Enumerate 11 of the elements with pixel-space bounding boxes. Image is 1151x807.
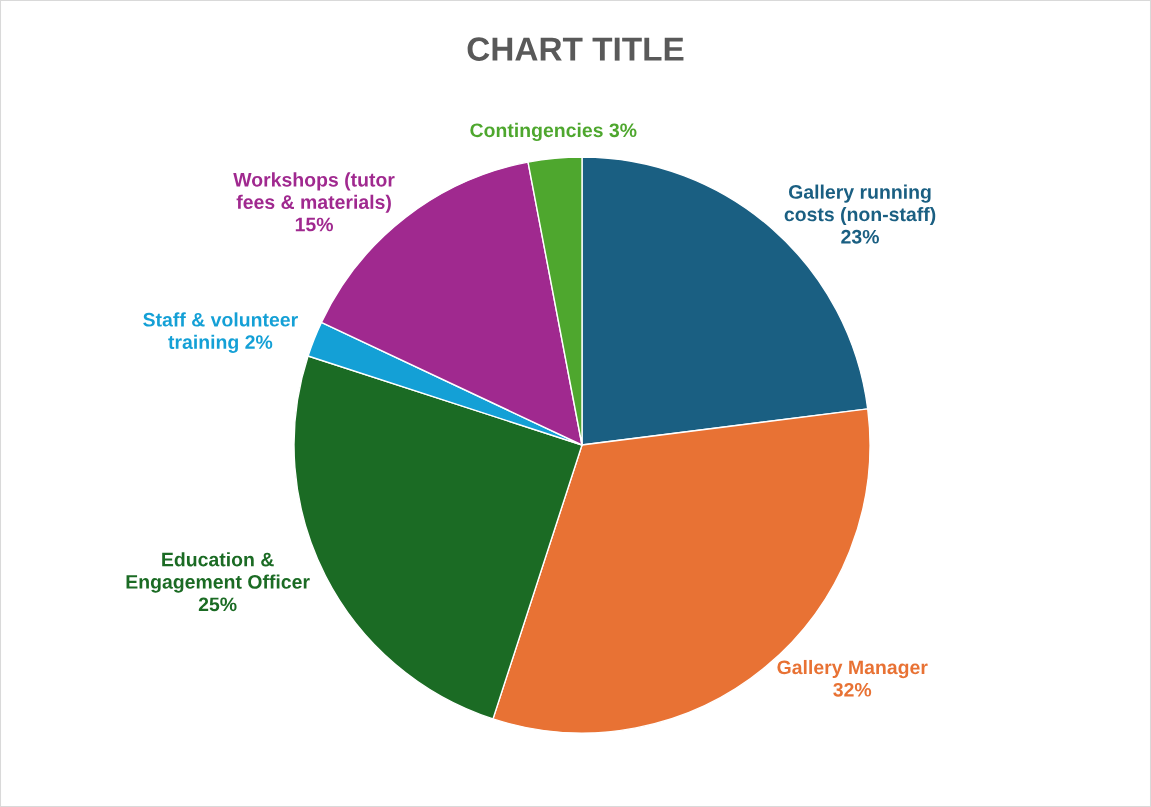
data-label: 23% [841, 229, 879, 244]
slice-label: Gallery Manager [777, 659, 928, 679]
slice-label: Education & Engagement Officer [126, 552, 310, 593]
slice-label: Gallery running costs (non-staff) [784, 184, 936, 226]
slice-label: Staff & volunteer training 2% [143, 312, 298, 353]
slice-label: Workshops (tutor fees & materials) [233, 172, 395, 213]
data-label: 25% [198, 597, 237, 612]
slice-label: Contingencies 3% [470, 122, 637, 142]
data-label: 32% [833, 682, 872, 697]
chart-title: CHART TITLE [467, 37, 684, 61]
data-label: 15% [295, 217, 333, 232]
